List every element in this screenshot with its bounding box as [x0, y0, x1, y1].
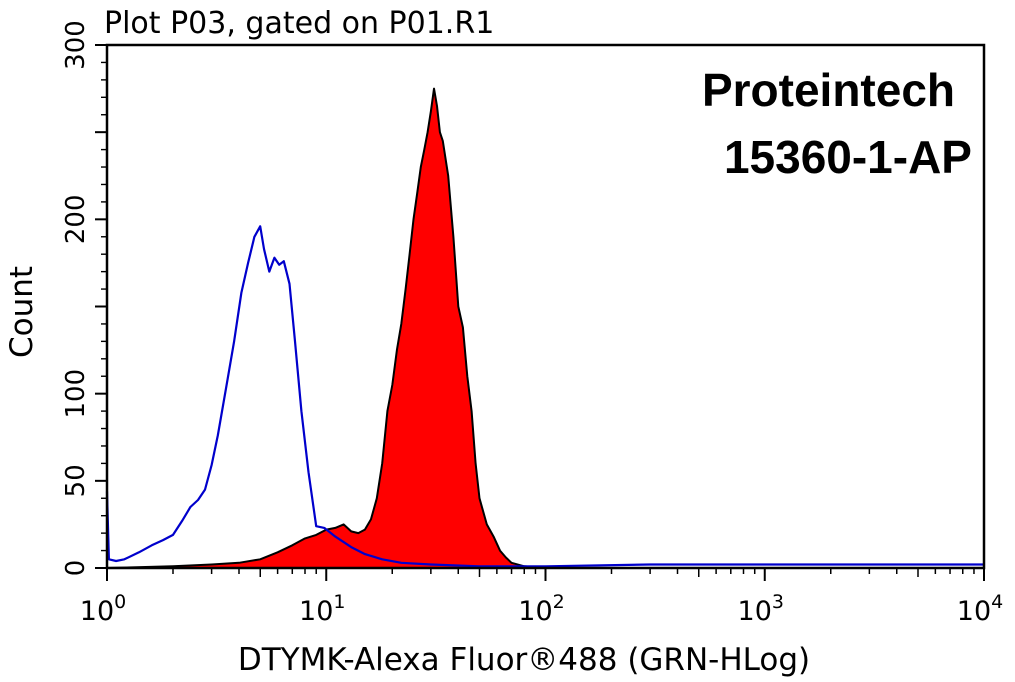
x-axis-label: DTYMK-Alexa Fluor®488 (GRN-HLog)	[238, 642, 810, 678]
annotation-brand: Proteintech	[702, 64, 955, 116]
series-outline-histogram	[105, 225, 984, 568]
y-axis-label: Count	[4, 266, 40, 358]
x-tick-label: 100	[80, 591, 126, 627]
series-layer	[105, 87, 985, 569]
x-tick-label: 102	[518, 591, 564, 627]
y-tick-label: 0	[61, 560, 91, 577]
series-filled-histogram	[106, 87, 985, 569]
y-tick-label: 50	[61, 464, 91, 497]
y-tick-label: 300	[61, 20, 91, 70]
y-tick-label: 100	[61, 369, 91, 419]
x-axis-ticks: 100 101 102 103 104	[80, 568, 1003, 627]
annotation-catalog-number: 15360-1-AP	[724, 131, 972, 183]
plot-title: Plot P03, gated on P01.R1	[104, 6, 494, 41]
y-axis-ticks: 0 50 100 200 300	[61, 20, 107, 576]
x-tick-label: 103	[738, 591, 784, 627]
x-tick-label: 104	[957, 591, 1003, 627]
x-tick-label: 101	[299, 591, 345, 627]
y-tick-label: 200	[61, 194, 91, 244]
